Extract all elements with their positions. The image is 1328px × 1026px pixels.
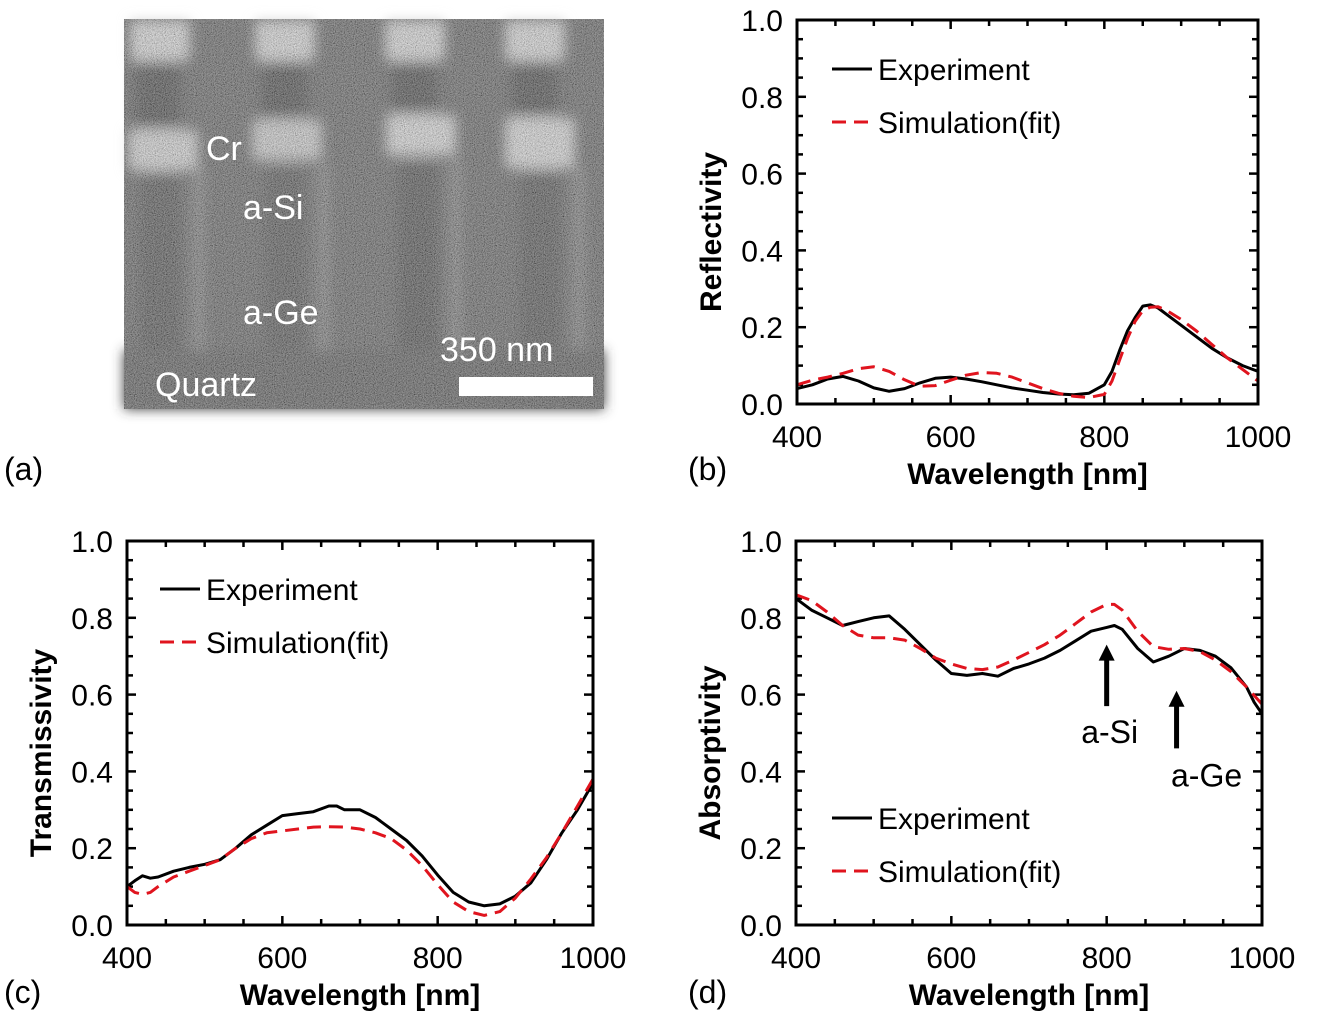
panel-label-a: (a)	[4, 451, 43, 487]
x-tick-label: 400	[102, 942, 152, 975]
y-axis-title: Absorptivity	[694, 665, 727, 840]
x-axis-title: Wavelength [nm]	[240, 979, 481, 1012]
legend-simulation-label: Simulation(fit)	[206, 627, 389, 660]
panel-label-b: (b)	[688, 451, 727, 487]
y-tick-label: 1.0	[740, 526, 782, 559]
reflectivity-chart: 400 600 800 1000 0.0 0.2 0.4 0.6 0.8 1.0 Wavelengt…	[695, 5, 1291, 491]
x-tick-label: 600	[926, 421, 976, 454]
annotation-arrow-head	[1098, 644, 1115, 661]
sem-label-cr: Cr	[206, 130, 242, 168]
experiment-series-line	[795, 597, 1264, 715]
x-tick-label: 800	[1079, 421, 1129, 454]
y-tick-label: 0.2	[71, 833, 113, 866]
x-axis-title: Wavelength [nm]	[907, 458, 1148, 491]
x-tick-label: 1000	[1225, 421, 1292, 454]
legend-experiment-label: Experiment	[206, 574, 358, 607]
legend-simulation-label: Simulation(fit)	[878, 856, 1061, 889]
sem-image-panel: Cr a-Si a-Ge Quartz 350 nm	[124, 19, 604, 409]
legend-experiment-label: Experiment	[878, 54, 1030, 87]
y-tick-label: 0.2	[741, 312, 783, 345]
sem-label-quartz: Quartz	[155, 366, 257, 404]
annotation-label: a-Ge	[1171, 757, 1242, 793]
simulation-series-line	[126, 778, 595, 917]
legend-simulation-label: Simulation(fit)	[878, 107, 1061, 140]
simulation-series-line	[796, 305, 1259, 399]
x-tick-label: 600	[926, 942, 976, 975]
legend-experiment-label: Experiment	[878, 803, 1030, 836]
y-tick-label: 0.8	[740, 603, 782, 636]
y-tick-label: 1.0	[71, 526, 113, 559]
y-axis-title: Transmissivity	[25, 648, 58, 857]
y-tick-label: 0.6	[741, 159, 783, 192]
sem-label-a-si: a-Si	[243, 189, 303, 227]
scale-bar-label: 350 nm	[440, 331, 553, 369]
y-tick-label: 0.2	[740, 833, 782, 866]
x-axis-title: Wavelength [nm]	[909, 979, 1150, 1012]
plot-frame	[795, 18, 1260, 406]
y-axis-title: Reflectivity	[695, 152, 728, 312]
x-tick-label: 800	[413, 942, 463, 975]
y-tick-label: 0.4	[741, 235, 783, 268]
x-tick-label: 1000	[560, 942, 627, 975]
annotation-arrow-head	[1168, 690, 1185, 707]
absorptivity-chart: 400 600 800 1000 0.0 0.2 0.4 0.6 0.8 1.0 Wavelengt…	[694, 526, 1295, 1012]
experiment-series-line	[796, 303, 1259, 397]
sem-noise	[124, 19, 604, 409]
plot-frame	[794, 539, 1264, 927]
simulation-series-line	[795, 593, 1264, 706]
scale-bar	[459, 377, 593, 396]
y-tick-label: 0.8	[741, 82, 783, 115]
y-tick-label: 0.4	[740, 756, 782, 789]
x-tick-label: 600	[257, 942, 307, 975]
annotation-label: a-Si	[1081, 714, 1138, 750]
sem-label-a-ge: a-Ge	[243, 294, 319, 332]
panel-label-d: (d)	[688, 974, 727, 1010]
y-tick-label: 0.6	[740, 680, 782, 713]
transmissivity-chart: 400 600 800 1000 0.0 0.2 0.4 0.6 0.8 1.0 Wavelengt…	[25, 526, 626, 1012]
y-tick-label: 0.8	[71, 603, 113, 636]
panel-label-c: (c)	[4, 974, 41, 1010]
y-tick-label: 0.0	[741, 389, 783, 422]
y-tick-label: 0.0	[71, 910, 113, 943]
x-tick-label: 400	[771, 942, 821, 975]
plot-frame	[125, 539, 595, 927]
x-tick-label: 1000	[1229, 942, 1296, 975]
x-tick-label: 800	[1082, 942, 1132, 975]
y-tick-label: 0.4	[71, 756, 113, 789]
x-tick-label: 400	[772, 421, 822, 454]
y-tick-label: 0.0	[740, 910, 782, 943]
y-tick-label: 0.6	[71, 680, 113, 713]
experiment-series-line	[126, 782, 595, 908]
y-tick-label: 1.0	[741, 5, 783, 38]
